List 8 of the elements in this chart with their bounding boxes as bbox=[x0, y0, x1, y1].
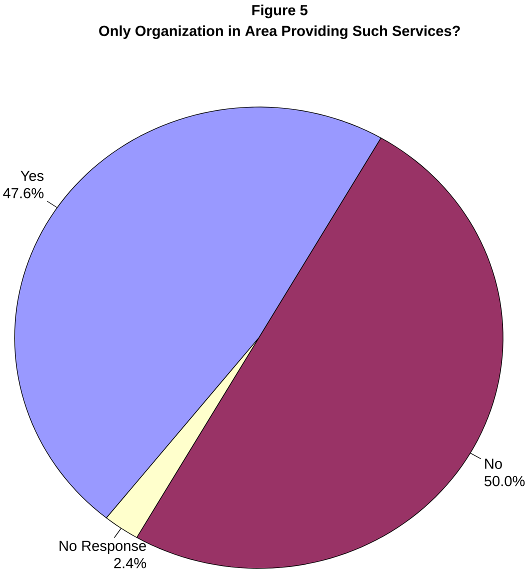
data-label: 47.6% bbox=[3, 188, 44, 198]
data-label: 2.4% bbox=[114, 558, 146, 568]
slice-label: No Response bbox=[60, 540, 146, 554]
slice-label: No bbox=[485, 458, 502, 469]
chart-title: Figure 5 bbox=[252, 4, 308, 18]
data-label: 50.0% bbox=[484, 476, 525, 486]
slice-label: Yes bbox=[20, 170, 44, 181]
chart-subtitle: Only Organization in Area Providing Such Services? bbox=[99, 25, 460, 40]
